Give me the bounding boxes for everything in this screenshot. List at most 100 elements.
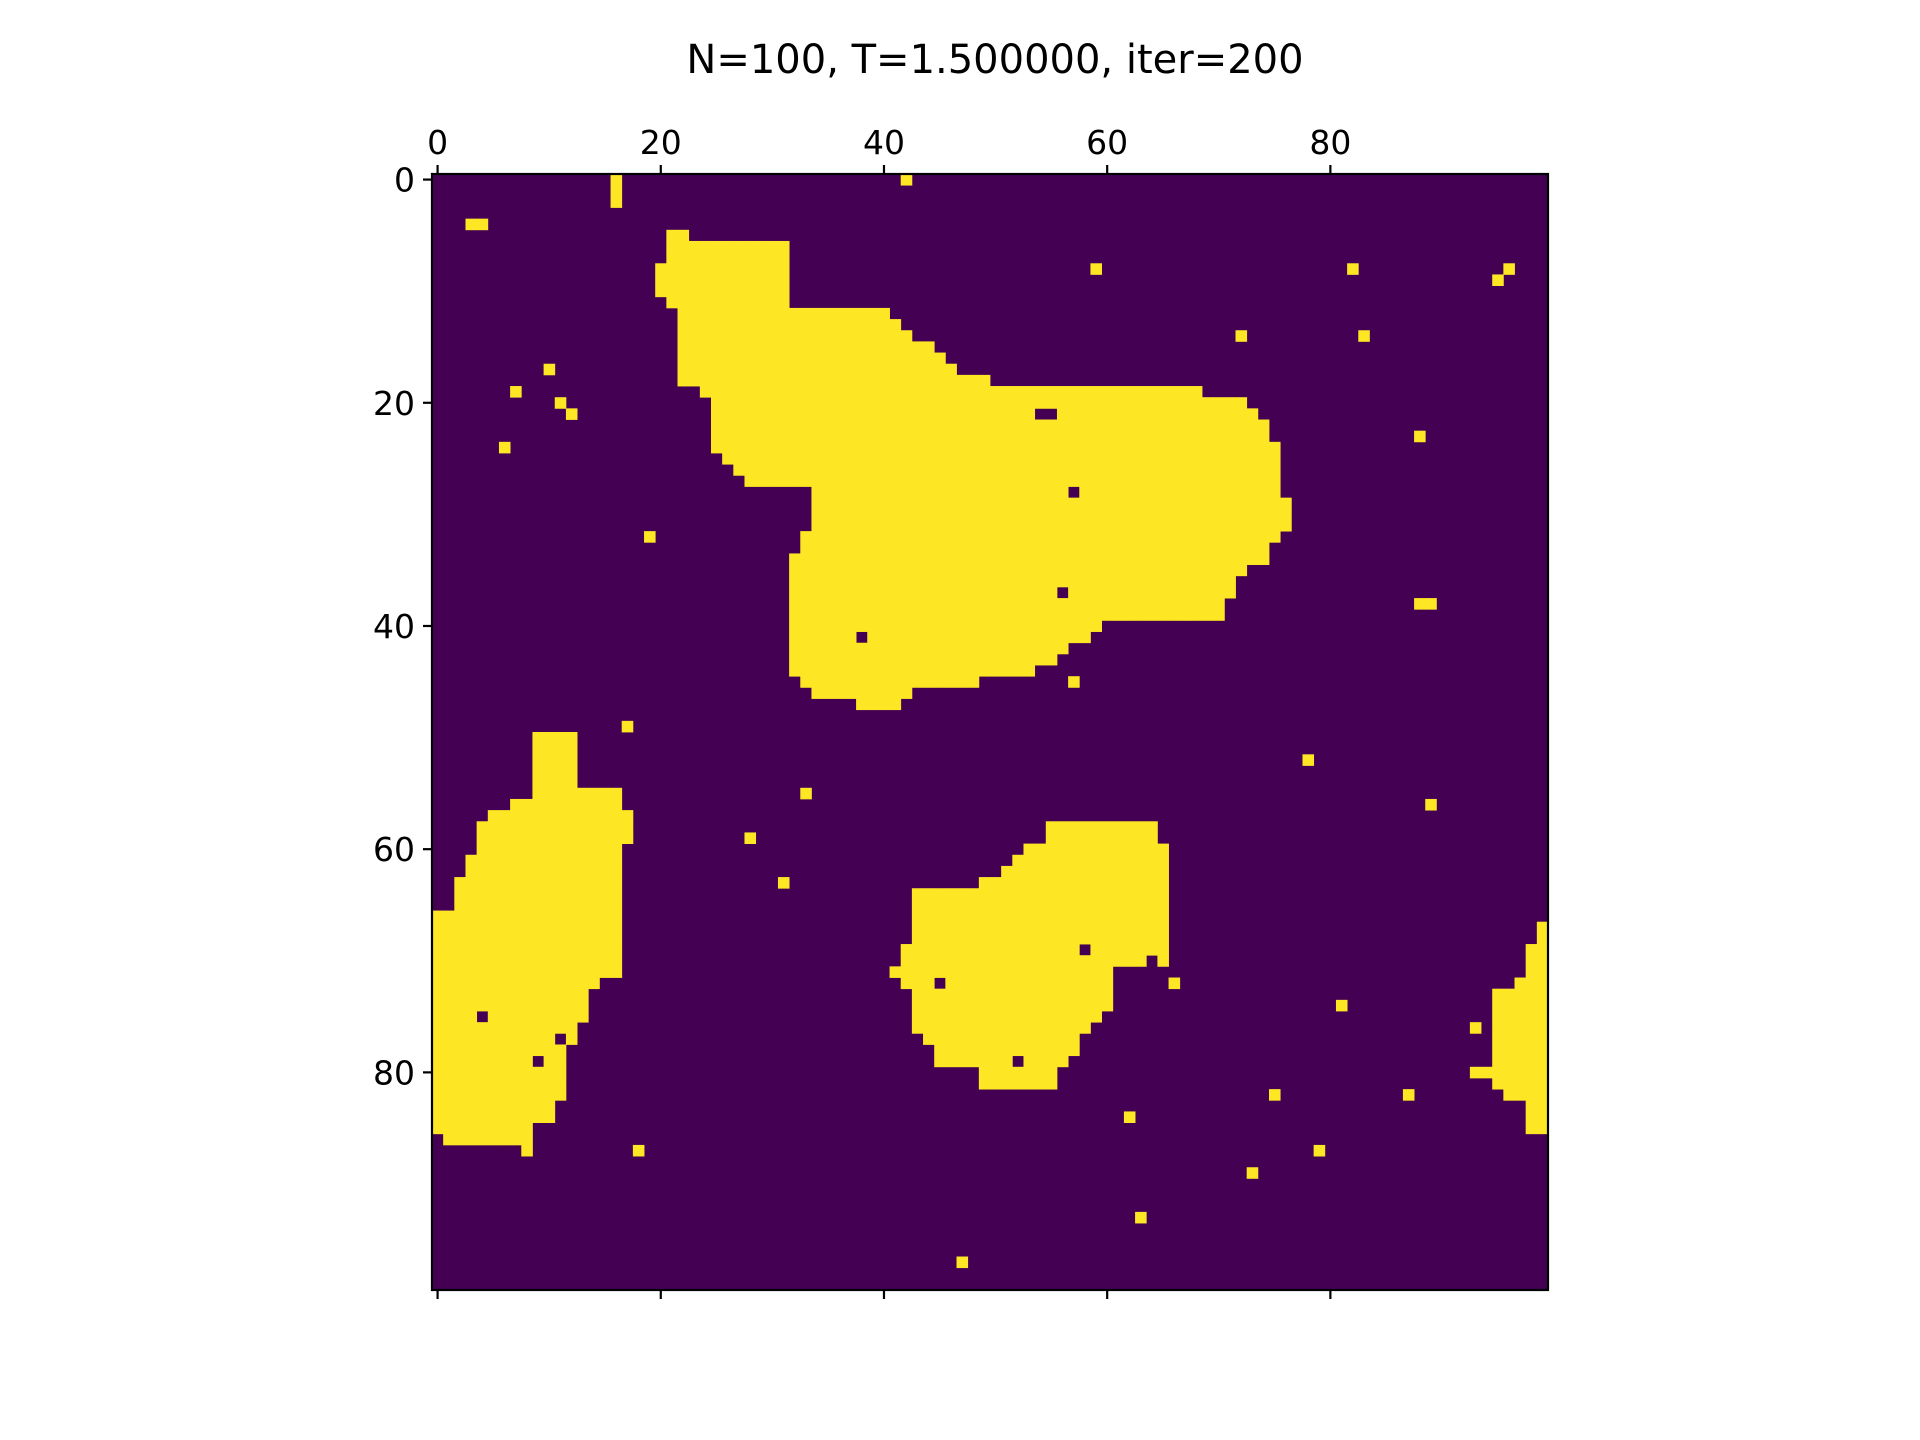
heatmap-cell [755, 319, 768, 331]
heatmap-cell [510, 1033, 522, 1045]
heatmap-cell [521, 999, 533, 1012]
heatmap-cell [1179, 553, 1192, 565]
heatmap-cell [900, 408, 913, 420]
heatmap-cell [1146, 408, 1158, 420]
heatmap-cell [800, 531, 812, 543]
heatmap-cell [1224, 575, 1236, 588]
heatmap-cell [677, 240, 690, 253]
heatmap-cell [1280, 508, 1292, 521]
heatmap-cell [476, 921, 489, 934]
heatmap-cell [688, 341, 701, 353]
heatmap-cell [956, 586, 969, 599]
heatmap-cell [889, 386, 902, 398]
heatmap-cell [1079, 999, 1091, 1012]
heatmap-cell [532, 832, 544, 844]
heatmap-cell [699, 386, 712, 398]
heatmap-cell [599, 798, 611, 811]
heatmap-cell [722, 240, 734, 253]
heatmap-cell [1090, 821, 1102, 833]
heatmap-cell [833, 586, 846, 599]
heatmap-cell [1123, 888, 1136, 900]
heatmap-cell [878, 363, 890, 376]
heatmap-cell [777, 296, 790, 309]
heatmap-cell [822, 542, 835, 554]
heatmap-cell [1224, 430, 1236, 443]
heatmap-cell [934, 475, 946, 487]
heatmap-cell [610, 196, 623, 208]
heatmap-cell [934, 631, 946, 644]
heatmap-cell [844, 531, 857, 543]
heatmap-cell [867, 642, 879, 655]
heatmap-cell [532, 910, 544, 923]
heatmap-cell [900, 497, 913, 510]
heatmap-cell [1503, 1022, 1515, 1034]
heatmap-cell [1135, 955, 1147, 967]
heatmap-cell [1056, 553, 1069, 565]
heatmap-cell [811, 475, 823, 487]
heatmap-cell [945, 1011, 957, 1023]
heatmap-cell [487, 1122, 500, 1135]
heatmap-cell [1068, 955, 1080, 967]
heatmap-cell [811, 319, 823, 331]
heatmap-cell [1056, 921, 1069, 934]
heatmap-cell [1068, 564, 1080, 577]
heatmap-cell [498, 854, 511, 867]
heatmap-cell [878, 542, 890, 554]
heatmap-cell [777, 397, 790, 409]
heatmap-cell [889, 441, 902, 454]
heatmap-cell [789, 653, 801, 666]
heatmap-cell [978, 999, 991, 1012]
heatmap-cell [1257, 464, 1270, 476]
heatmap-cell [1112, 519, 1125, 532]
heatmap-cell [1045, 932, 1058, 945]
heatmap-cell [945, 932, 957, 945]
heatmap-cell [1012, 665, 1024, 677]
heatmap-cell [990, 921, 1002, 934]
heatmap-cell [967, 944, 980, 956]
heatmap-cell [1503, 1011, 1515, 1023]
heatmap-cell [844, 609, 857, 621]
heatmap-cell [833, 508, 846, 521]
heatmap-cell [934, 955, 946, 967]
heatmap-cell [565, 865, 578, 878]
heatmap-cell [833, 397, 846, 409]
heatmap-cell [755, 419, 768, 432]
heatmap-cell [878, 408, 890, 420]
heatmap-cell [722, 274, 734, 286]
heatmap-cell [1012, 553, 1024, 565]
heatmap-cell [588, 843, 600, 856]
heatmap-cell [856, 575, 868, 588]
heatmap-cell [588, 877, 600, 889]
heatmap-cell [1045, 598, 1058, 610]
heatmap-cell [945, 531, 957, 543]
heatmap-cell [487, 854, 500, 867]
heatmap-cell [789, 553, 801, 565]
heatmap-cell [967, 453, 980, 465]
heatmap-cell [565, 921, 578, 934]
heatmap-cell [822, 453, 835, 465]
heatmap-cell [465, 977, 478, 990]
heatmap-cell [1414, 430, 1426, 443]
heatmap-cell [766, 296, 779, 309]
heatmap-cell [945, 642, 957, 655]
heatmap-cell [1068, 519, 1080, 532]
heatmap-cell [1023, 386, 1036, 398]
heatmap-cell [688, 240, 701, 253]
heatmap-cell [833, 497, 846, 510]
heatmap-cell [844, 586, 857, 599]
heatmap-cell [1068, 631, 1080, 644]
heatmap-cell [800, 386, 812, 398]
heatmap-cell [978, 910, 991, 923]
heatmap-cell [1146, 921, 1158, 934]
heatmap-cell [956, 386, 969, 398]
heatmap-cell [722, 430, 734, 443]
heatmap-cell [1146, 865, 1158, 878]
heatmap-cell [990, 653, 1002, 666]
heatmap-cell [1469, 1022, 1482, 1034]
heatmap-cell [1514, 988, 1527, 1001]
heatmap-cell [1179, 441, 1192, 454]
heatmap-cell [967, 999, 980, 1012]
heatmap-cell [867, 653, 879, 666]
heatmap-cell [900, 419, 913, 432]
